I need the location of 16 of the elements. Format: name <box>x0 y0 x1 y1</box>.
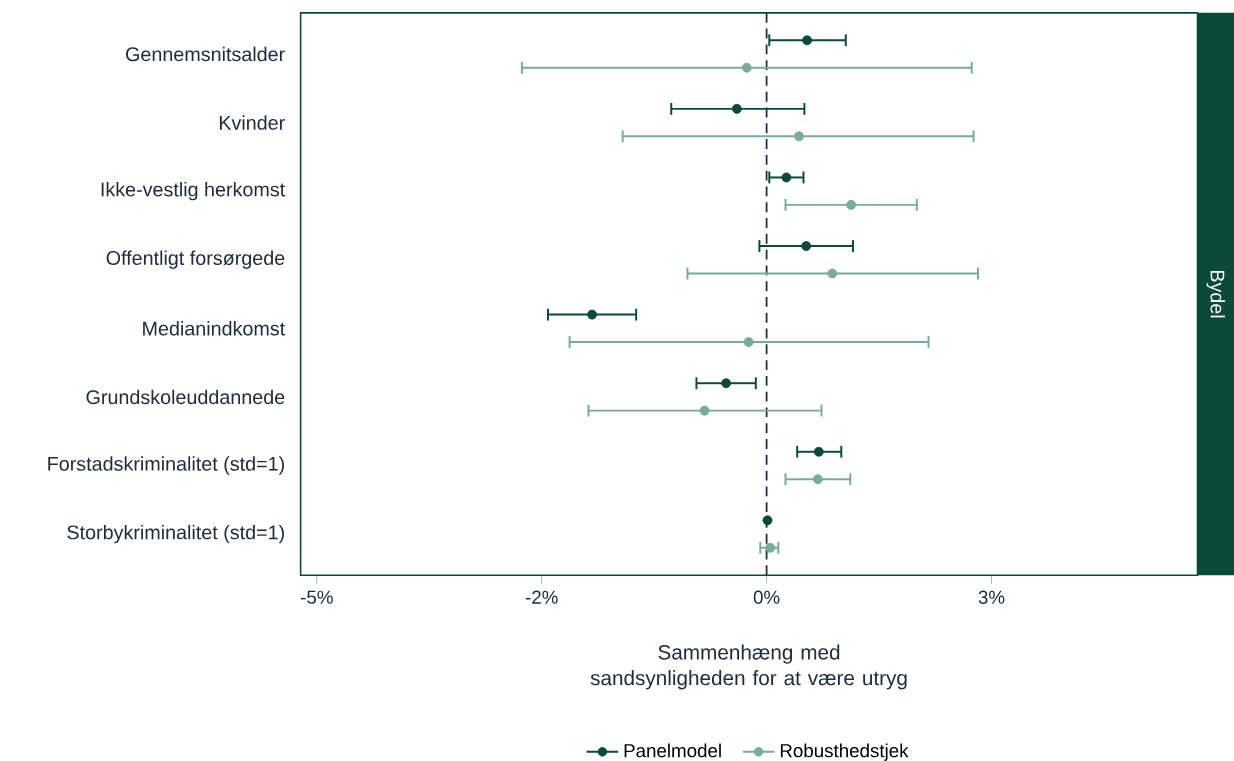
y-tick-label: Gennemsnitsalder <box>126 46 285 62</box>
x-tick-label: -2% <box>525 590 558 604</box>
x-tick-label: -5% <box>300 590 333 604</box>
x-axis-title: Sammenhæng med sandsynligheden for at være utryg <box>590 644 907 690</box>
text: Bydel <box>1206 271 1225 318</box>
x-tick-label: 0% <box>753 590 780 605</box>
legend-label: Robusthedstjek <box>780 743 909 761</box>
y-tick-label: Ikke-vestlig herkomst <box>101 182 286 201</box>
y-tick-label: Offentligt forsørgede <box>106 250 285 270</box>
y-tick-label: Kvinder <box>219 115 285 130</box>
y-tick-label: Grundskoleuddannede <box>86 389 285 405</box>
y-tick-label: Storbykriminalitet (std=1) <box>67 525 284 544</box>
y-tick-label: Medianindkomst <box>143 321 286 336</box>
x-tick-label: 3% <box>978 590 1005 605</box>
y-tick-label: Forstadskriminalitet (std=1) <box>48 456 284 475</box>
legend-label: Panelmodel <box>624 743 721 758</box>
